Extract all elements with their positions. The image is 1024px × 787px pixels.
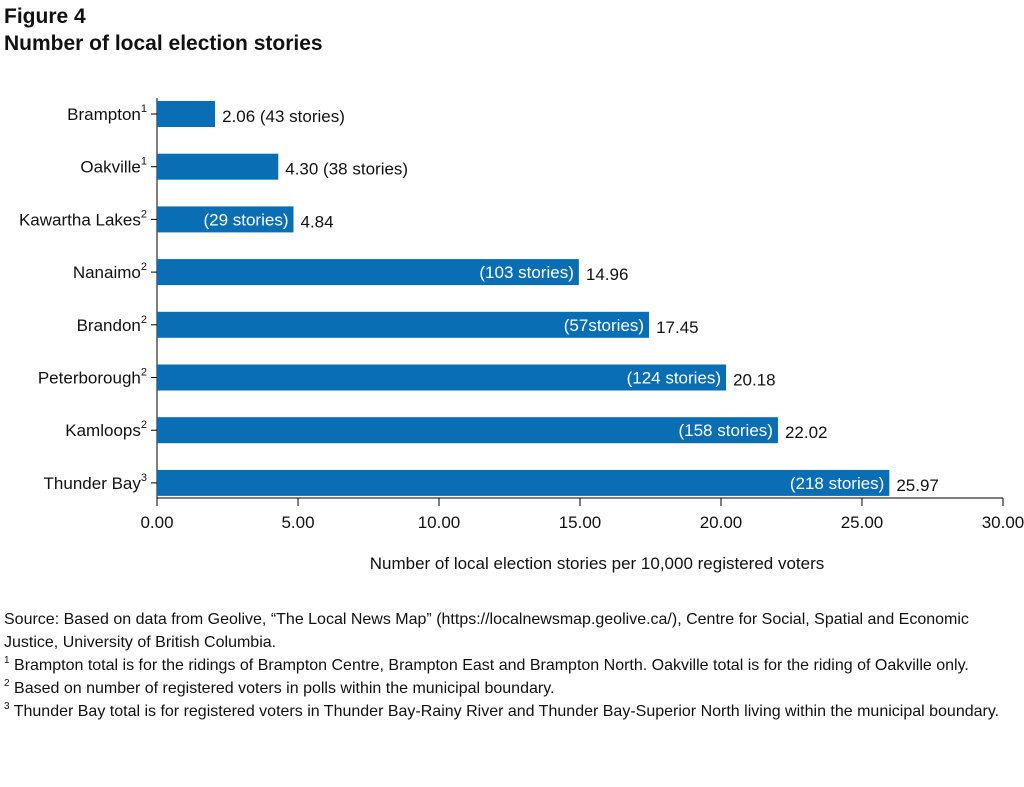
figure-notes: Source: Based on data from Geolive, “The… bbox=[4, 608, 1020, 723]
footnote-1: 1 Brampton total is for the ridings of B… bbox=[4, 654, 1020, 677]
category-footnote-mark-oakville: 1 bbox=[141, 156, 147, 168]
category-footnote-mark-brandon: 2 bbox=[141, 314, 147, 326]
footnote-3: 3 Thunder Bay total is for registered vo… bbox=[4, 700, 1020, 723]
footnote-2: 2 Based on number of registered voters i… bbox=[4, 677, 1020, 700]
bar-chart: 0.00 5.00 10.00 15.00 20.00 25.00 30.00 Number … bbox=[19, 98, 1024, 573]
stories-label-thunder-bay: (218 stories) bbox=[790, 474, 884, 493]
x-tick-label-3: 15.00 bbox=[559, 513, 602, 532]
category-footnote-mark-kawartha-lakes: 2 bbox=[141, 208, 147, 220]
category-footnote-mark-peterborough: 2 bbox=[141, 367, 147, 379]
value-label-oakville: 4.30 (38 stories) bbox=[285, 160, 408, 179]
footnote-2-mark: 2 bbox=[4, 678, 10, 689]
bar-brandon bbox=[157, 311, 650, 338]
stories-label-peterborough: (124 stories) bbox=[627, 369, 721, 388]
bar-nanaimo bbox=[157, 259, 579, 286]
x-tick-label-5: 25.00 bbox=[841, 513, 884, 532]
category-label-kamloops: Kamloops2 bbox=[65, 419, 147, 440]
x-tick-label-4: 20.00 bbox=[700, 513, 743, 532]
footnote-2-text: Based on number of registered voters in … bbox=[14, 680, 555, 697]
category-label-kawartha-lakes: Kawartha Lakes2 bbox=[19, 208, 147, 229]
x-tick-label-2: 10.00 bbox=[418, 513, 461, 532]
value-label-brandon: 17.45 bbox=[656, 318, 699, 337]
figure-label: Figure 4 bbox=[4, 5, 86, 28]
category-label-brampton: Brampton1 bbox=[67, 103, 147, 124]
bar-oakville bbox=[157, 153, 279, 180]
category-label-thunder-bay: Thunder Bay3 bbox=[44, 472, 147, 493]
x-tick-label-6: 30.00 bbox=[982, 513, 1024, 532]
category-label-oakville: Oakville1 bbox=[80, 156, 147, 177]
category-footnote-mark-thunder-bay: 3 bbox=[141, 472, 147, 484]
stories-label-nanaimo: (103 stories) bbox=[479, 263, 573, 282]
category-label-peterborough: Peterborough2 bbox=[38, 367, 147, 388]
stories-label-kamloops: (158 stories) bbox=[678, 421, 772, 440]
category-footnote-mark-brampton: 1 bbox=[141, 103, 147, 115]
footnote-1-text: Brampton total is for the ridings of Bra… bbox=[14, 657, 969, 674]
category-footnote-mark-kamloops: 2 bbox=[141, 419, 147, 431]
stories-label-brandon: (57stories) bbox=[564, 316, 644, 335]
value-label-peterborough: 20.18 bbox=[733, 371, 776, 390]
x-axis-label: Number of local election stories per 10,… bbox=[370, 554, 825, 573]
footnote-3-text: Thunder Bay total is for registered vote… bbox=[13, 703, 1000, 720]
footnote-1-mark: 1 bbox=[4, 655, 10, 666]
bar-brampton bbox=[157, 101, 216, 127]
bar-kamloops bbox=[157, 417, 778, 444]
stories-label-kawartha-lakes: (29 stories) bbox=[203, 210, 288, 229]
x-tick-label-1: 5.00 bbox=[281, 513, 314, 532]
value-label-brampton: 2.06 (43 stories) bbox=[222, 107, 345, 126]
value-label-kamloops: 22.02 bbox=[785, 423, 828, 442]
source-note: Source: Based on data from Geolive, “The… bbox=[4, 611, 969, 651]
figure-title: Number of local election stories bbox=[4, 32, 323, 55]
value-label-nanaimo: 14.96 bbox=[586, 265, 629, 284]
value-label-kawartha-lakes: 4.84 bbox=[300, 212, 333, 231]
category-footnote-mark-nanaimo: 2 bbox=[141, 261, 147, 273]
category-label-brandon: Brandon2 bbox=[77, 314, 147, 335]
value-label-thunder-bay: 25.97 bbox=[896, 476, 939, 495]
bar-peterborough bbox=[157, 364, 727, 391]
bar-kawartha-lakes bbox=[157, 206, 294, 233]
bar-thunder-bay bbox=[157, 469, 890, 496]
footnote-3-mark: 3 bbox=[4, 701, 10, 712]
x-tick-label-0: 0.00 bbox=[140, 513, 173, 532]
category-label-nanaimo: Nanaimo2 bbox=[73, 261, 147, 282]
